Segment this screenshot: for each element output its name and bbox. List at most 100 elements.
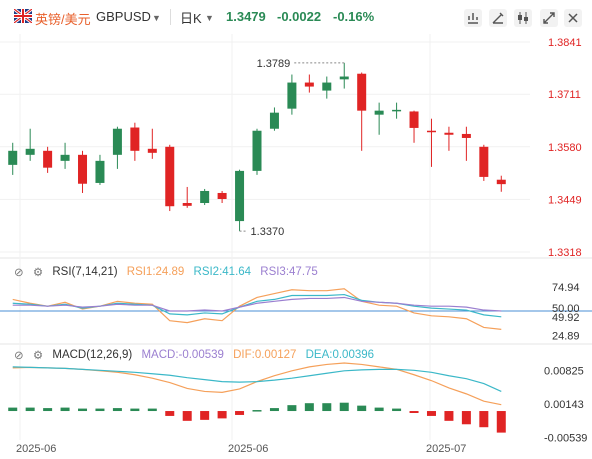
macd-title: MACD(12,26,9) (52, 349, 133, 362)
candle-body (147, 148, 157, 153)
axis-labels: 1.3841 1.3711 1.3580 1.3449 1.3318 1.3789 1.33… (16, 37, 587, 455)
rsi-legend: ⊘ ⚙ RSI(7,14,21) RSI1:24.89 RSI2:41.64 R… (14, 265, 324, 279)
rsi-axis-label: 74.94 (552, 282, 580, 294)
macd-histogram-bar (217, 411, 227, 419)
macd-histogram-bar (25, 407, 35, 412)
symbol-dropdown-icon[interactable]: ▼ (152, 13, 161, 23)
symbol-name[interactable]: 英镑/美元 (35, 12, 91, 27)
macd-histogram-bar (426, 411, 436, 416)
period-dropdown-icon[interactable]: ▼ (205, 13, 214, 23)
candle-body (287, 82, 297, 109)
symbol-code[interactable]: GBPUSD (96, 9, 151, 24)
settings-icon[interactable]: ⚙ (32, 350, 44, 362)
candle-body (95, 160, 105, 183)
settings-icon[interactable]: ⚙ (32, 267, 44, 279)
macd-histogram-bar (60, 407, 70, 412)
macd-histogram-bar (339, 402, 349, 412)
candle-body (165, 146, 175, 207)
candle-body (130, 127, 140, 151)
macd-histogram-bar (409, 411, 419, 413)
macd-histogram-bar (112, 408, 122, 412)
candle-body (235, 170, 245, 222)
fullscreen-icon[interactable] (540, 9, 558, 27)
low-price-label: 1.3370 (251, 226, 285, 238)
date-axis-label: 2025-06 (16, 443, 56, 455)
macd-histogram-bar (130, 408, 140, 412)
candle-body (444, 132, 454, 135)
macd-histogram-bar (147, 408, 157, 412)
price-change-pct: -0.16% (333, 9, 375, 24)
candle-body (496, 179, 506, 185)
price-axis-label: 1.3580 (548, 142, 582, 154)
macd-histogram-bar (235, 411, 245, 415)
price-axis-label: 1.3449 (548, 194, 582, 206)
period-select[interactable]: 日K (180, 11, 202, 26)
macd-histogram-bar (8, 407, 18, 412)
date-axis-label: 2025-07 (426, 443, 466, 455)
dea-label: DEA:0.00396 (305, 349, 375, 362)
candle-body (200, 190, 210, 204)
price-change: -0.0022 (277, 9, 322, 24)
macd-histogram-bar (392, 408, 402, 412)
candlestick-series (8, 62, 506, 232)
candle-type-icon[interactable] (514, 9, 532, 27)
close-icon[interactable] (564, 9, 582, 27)
price-axis-label: 1.3318 (548, 247, 582, 259)
rsi-title: RSI(7,14,21) (52, 266, 118, 279)
rsi-axis-label: 49.92 (552, 312, 580, 324)
macd-axis-label: -0.00539 (544, 432, 587, 444)
candle-body (339, 76, 349, 80)
candle-body (461, 133, 471, 138)
header-divider (170, 9, 171, 25)
price-axis-label: 1.3841 (548, 37, 582, 49)
macd-histogram-bar (95, 408, 105, 412)
candle-body (392, 109, 402, 112)
candle-body (112, 128, 122, 155)
rsi3-line (12, 296, 502, 312)
rsi-axis-label: 24.89 (552, 330, 580, 342)
macd-histogram-bar (496, 411, 506, 433)
candle-body (25, 148, 35, 155)
macd-histogram-bar (357, 405, 367, 412)
indicator-icon[interactable] (464, 9, 482, 27)
eye-icon[interactable]: ⊘ (14, 350, 24, 362)
candle-body (8, 150, 18, 165)
dif-label: DIF:0.00127 (233, 349, 297, 362)
dea-line (12, 366, 502, 392)
candle-body (409, 111, 419, 128)
macd-histogram-bar (78, 408, 88, 412)
rsi2-label: RSI2:41.64 (193, 266, 252, 279)
high-price-label: 1.3789 (257, 58, 291, 70)
macd-axis-label: 0.00143 (544, 399, 584, 411)
macd-histogram-bar (444, 411, 454, 421)
grid-lines (0, 34, 592, 440)
candle-body (60, 154, 70, 161)
candle-body (304, 82, 314, 87)
macd-histogram-bar (269, 408, 279, 412)
candle-body (322, 82, 332, 91)
macd-histogram-bar (252, 410, 262, 412)
rsi3-label: RSI3:47.75 (260, 266, 318, 279)
candle-body (374, 110, 384, 115)
macd-histogram-bar (287, 405, 297, 412)
chart-header: 英镑/美元 GBPUSD ▼ 日K ▼ 1.3479 -0.0022 -0.16… (0, 0, 592, 34)
date-axis-label: 2025-06 (228, 443, 268, 455)
candle-body (182, 203, 192, 206)
rsi1-label: RSI1:24.89 (126, 266, 185, 279)
rsi-axis-label: 50.00 (552, 303, 580, 315)
candle-body (269, 112, 279, 129)
macd-histogram-bar (43, 408, 53, 412)
candle-body (357, 73, 367, 111)
macd-histogram-bar (479, 411, 489, 428)
rsi-series (0, 288, 592, 330)
eye-icon[interactable]: ⊘ (14, 267, 24, 279)
macd-legend: ⊘ ⚙ MACD(12,26,9) MACD:-0.00539 DIF:0.00… (14, 348, 380, 362)
rsi1-line (12, 288, 502, 330)
draw-icon[interactable] (489, 9, 507, 27)
candle-body (252, 130, 262, 171)
macd-histogram-bar (461, 411, 471, 425)
macd-axis-label: 0.00825 (544, 366, 584, 378)
candle-body (43, 150, 53, 168)
price-axis-label: 1.3711 (548, 89, 581, 101)
